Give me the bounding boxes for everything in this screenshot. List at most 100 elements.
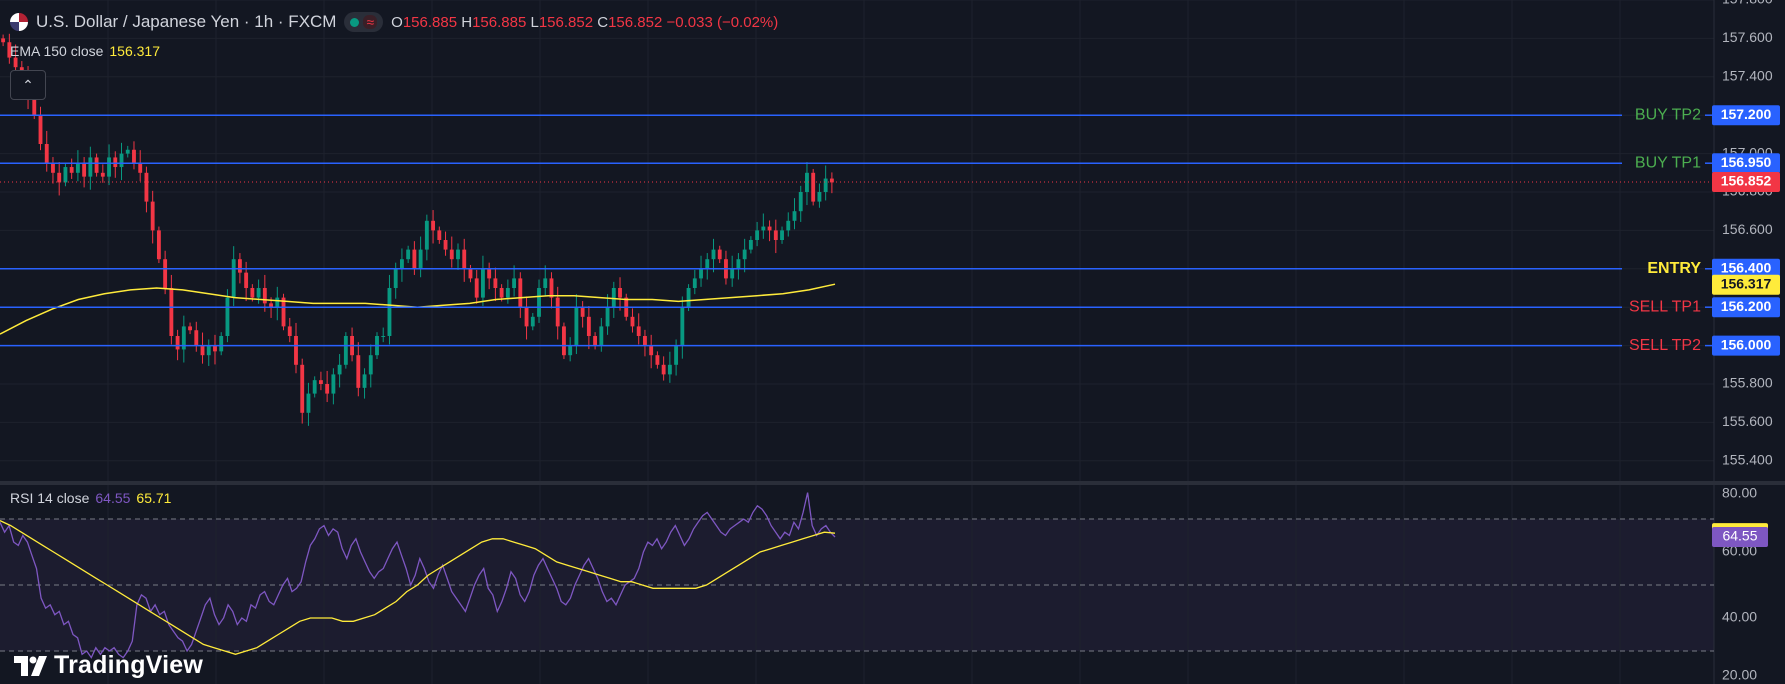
candle-body	[399, 259, 404, 269]
candle-body	[817, 192, 822, 202]
candle-body	[225, 297, 230, 336]
candle-body	[100, 172, 105, 177]
last-price-tag-text: 156.852	[1721, 173, 1772, 189]
collapse-legend-button[interactable]: ⌃	[10, 70, 46, 100]
candle-body	[294, 336, 298, 365]
candle-body	[798, 192, 803, 212]
candle-body	[107, 157, 111, 177]
level-price-tag-text: 157.200	[1721, 106, 1772, 122]
candle-body	[499, 288, 504, 298]
price-tick-label: 157.600	[1722, 29, 1773, 45]
candle-body	[618, 288, 622, 298]
candle-body	[773, 230, 778, 240]
price-tick-label: 156.600	[1722, 221, 1773, 237]
candle-body	[113, 157, 118, 168]
chart-header: U.S. Dollar / Japanese Yen · 1h · FXCM ≈…	[10, 10, 778, 34]
high-value: 156.885	[472, 13, 527, 31]
level-price-tag-text: 156.200	[1721, 298, 1772, 314]
candle-body	[231, 259, 236, 298]
candle-body	[755, 230, 760, 240]
candle-body	[462, 249, 467, 269]
rsi-legend-label: RSI 14 close	[10, 490, 90, 506]
candle-body	[649, 345, 654, 356]
symbol-title[interactable]: U.S. Dollar / Japanese Yen · 1h · FXCM	[36, 12, 337, 31]
candle-body	[331, 374, 336, 394]
price-tick-label: 155.400	[1722, 452, 1773, 468]
candle-body	[213, 345, 217, 352]
candle-body	[44, 144, 49, 164]
candle-body	[586, 316, 591, 336]
candle-body	[393, 268, 398, 288]
candle-body	[699, 268, 703, 279]
level-price-tag-text: 156.400	[1721, 260, 1772, 276]
candle-body	[250, 288, 255, 298]
level-price-tag	[1712, 105, 1780, 126]
candle-body	[138, 163, 143, 173]
level-price-tag	[1712, 258, 1780, 279]
candle-body	[574, 307, 579, 346]
candle-body	[175, 336, 180, 350]
candle-body	[792, 211, 797, 221]
candle-body	[431, 220, 436, 231]
candle-body	[780, 230, 784, 240]
candle-body	[343, 336, 348, 365]
candle-body	[443, 240, 448, 250]
candle-body	[206, 345, 211, 356]
close-value: 156.852	[608, 13, 663, 31]
candle-body	[256, 288, 261, 298]
candle-body	[119, 153, 124, 168]
level-label-entry: ENTRY	[1647, 260, 1701, 277]
candle-body	[630, 316, 635, 327]
rsi-legend[interactable]: RSI 14 close 64.55 65.71	[10, 490, 171, 506]
candle-body	[51, 163, 55, 173]
close-key: C	[597, 13, 609, 31]
candle-body	[562, 326, 566, 356]
tradingview-wordmark: TradingView	[54, 651, 204, 679]
candle-body	[69, 167, 74, 173]
indicator-symbol: ≈	[363, 15, 378, 29]
level-label-sell-tp2: SELL TP2	[1629, 337, 1701, 354]
chevron-up-icon: ⌃	[22, 76, 34, 93]
candle-body	[829, 178, 834, 183]
candle-body	[244, 272, 249, 288]
tradingview-logo-icon	[14, 655, 47, 676]
candle-body	[487, 268, 492, 279]
candle-body	[524, 307, 529, 327]
candle-body	[636, 326, 641, 336]
candle-body	[512, 278, 517, 288]
usd-flag-icon	[10, 13, 28, 31]
candle-body	[144, 172, 149, 202]
candle-body	[63, 167, 68, 183]
market-open-icon	[350, 17, 360, 27]
candle-body	[692, 278, 697, 288]
tradingview-logo[interactable]: TradingView	[14, 651, 203, 680]
candle-body	[368, 355, 373, 375]
candle-body	[468, 268, 473, 279]
candle-body	[82, 163, 87, 177]
candle-body	[381, 336, 386, 337]
candle-body	[281, 297, 286, 327]
market-status-pill[interactable]: ≈	[344, 12, 384, 32]
candle-body	[356, 355, 361, 388]
level-price-tag	[1712, 153, 1780, 174]
candle-body	[412, 249, 417, 269]
candle-body	[94, 157, 99, 173]
candle-body	[418, 249, 423, 269]
candle-body	[655, 355, 660, 365]
candle-body	[132, 149, 136, 164]
candle-body	[805, 172, 809, 192]
rsi-value-tag-text: 64.55	[1722, 528, 1757, 544]
candle-body	[705, 259, 710, 269]
candle-body	[325, 384, 330, 394]
candle-body	[188, 326, 192, 331]
price-tick-label: 157.800	[1722, 0, 1773, 7]
candle-body	[537, 288, 541, 317]
last-price-tag	[1712, 172, 1780, 193]
open-value: 156.885	[402, 13, 458, 31]
candle-body	[13, 57, 18, 68]
rsi-tick-label: 40.00	[1722, 609, 1757, 625]
ema-legend[interactable]: EMA 150 close 156.317	[10, 43, 160, 59]
candle-body	[661, 364, 666, 375]
